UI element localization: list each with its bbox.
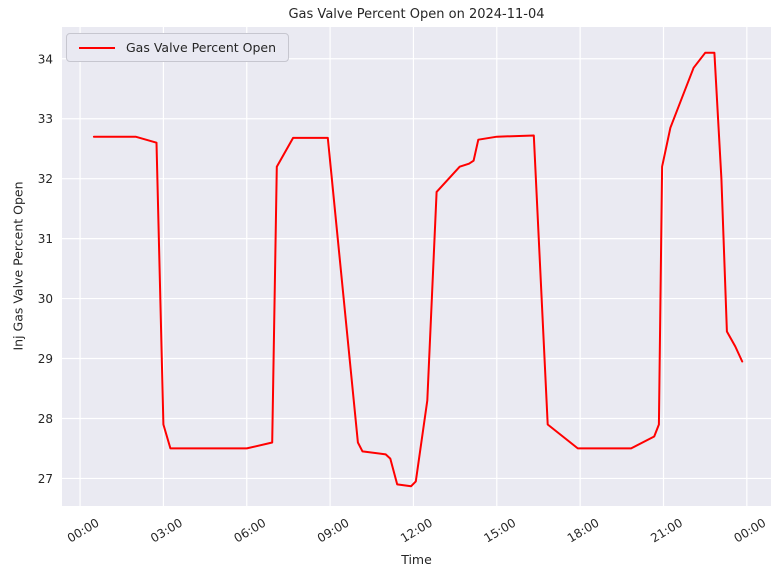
y-tick-label: 31 <box>38 232 53 246</box>
x-tick-label: 09:00 <box>315 516 352 546</box>
legend-line-swatch <box>79 46 115 49</box>
y-axis-label: Inj Gas Valve Percent Open <box>10 181 26 351</box>
y-tick-label: 27 <box>38 472 53 486</box>
chart-title: Gas Valve Percent Open on 2024-11-04 <box>288 7 545 22</box>
y-tick-label: 28 <box>38 412 53 426</box>
y-tick-label: 34 <box>38 52 53 66</box>
x-tick-label: 03:00 <box>148 516 185 546</box>
y-tick-label: 32 <box>38 172 53 186</box>
series-line <box>92 51 744 488</box>
y-tick-label: 33 <box>38 112 53 126</box>
x-axis-label: Time <box>401 552 432 567</box>
plot-area <box>62 27 771 506</box>
x-tick-label: 18:00 <box>565 516 602 546</box>
legend-label: Gas Valve Percent Open <box>126 40 276 55</box>
x-tick-label: 21:00 <box>648 516 685 546</box>
y-tick-label: 30 <box>38 292 53 306</box>
x-tick-label: 00:00 <box>65 516 102 546</box>
x-tick-label: 15:00 <box>481 516 518 546</box>
x-tick-label: 00:00 <box>731 516 768 546</box>
x-tick-label: 12:00 <box>398 516 435 546</box>
legend: Gas Valve Percent Open <box>66 33 289 62</box>
y-tick-label: 29 <box>38 352 53 366</box>
x-tick-label: 06:00 <box>231 516 268 546</box>
